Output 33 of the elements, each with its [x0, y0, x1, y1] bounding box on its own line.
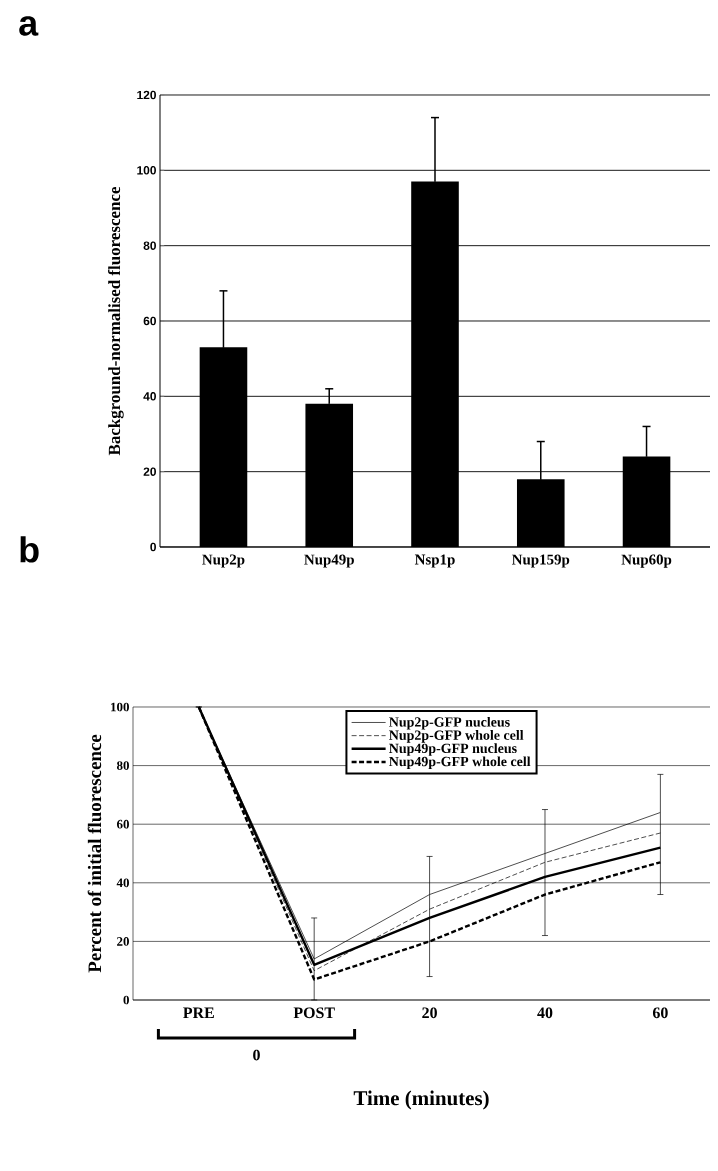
y-tick-label: 60	[116, 819, 129, 829]
y-tick-label: 40	[143, 392, 156, 401]
chart-title: b	[20, 536, 39, 563]
y-tick-label: 80	[143, 241, 156, 250]
x-tick-label: 60	[652, 1007, 668, 1019]
y-axis-title: Background-normalised fluorescence	[108, 186, 124, 456]
x-axis-title: Time (minutes)	[353, 1090, 489, 1110]
y-tick-label: 40	[116, 878, 129, 888]
text: 0	[253, 1049, 260, 1061]
x-tick-label: 40	[537, 1007, 553, 1019]
y-tick-label: 0	[150, 542, 156, 552]
x-tick-label: Nup159p	[511, 554, 570, 568]
legend-label: Nup2p-GFP nucleus	[389, 716, 510, 730]
x-tick-label: PRE	[183, 1007, 214, 1018]
y-tick-label: 60	[143, 316, 156, 326]
y-tick-label: 120	[137, 90, 156, 100]
y-tick-label: 80	[116, 761, 129, 770]
y-tick-label: 0	[123, 995, 129, 1005]
legend-label: Nup2p-GFP whole cell	[389, 730, 524, 743]
y-tick-label: 100	[111, 702, 129, 712]
y-tick-label: 100	[137, 166, 156, 175]
chart-title: a	[19, 16, 39, 36]
x-tick-label: Nup60p	[621, 554, 672, 568]
legend-label: Nup49p-GFP whole cell	[389, 756, 531, 770]
x-tick-label: 20	[422, 1007, 437, 1019]
x-tick-label: Nsp1p	[414, 554, 455, 568]
y-axis-title: Percent of initial fluorescence	[87, 734, 102, 973]
legend-label: Nup49p-GFP nucleus	[389, 743, 517, 756]
x-tick-label: Nup49p	[304, 554, 354, 568]
y-tick-label: 20	[143, 467, 156, 476]
x-tick-label: POST	[293, 1007, 335, 1019]
y-tick-label: 20	[117, 937, 129, 946]
x-tick-label: Nup2p	[202, 554, 245, 568]
